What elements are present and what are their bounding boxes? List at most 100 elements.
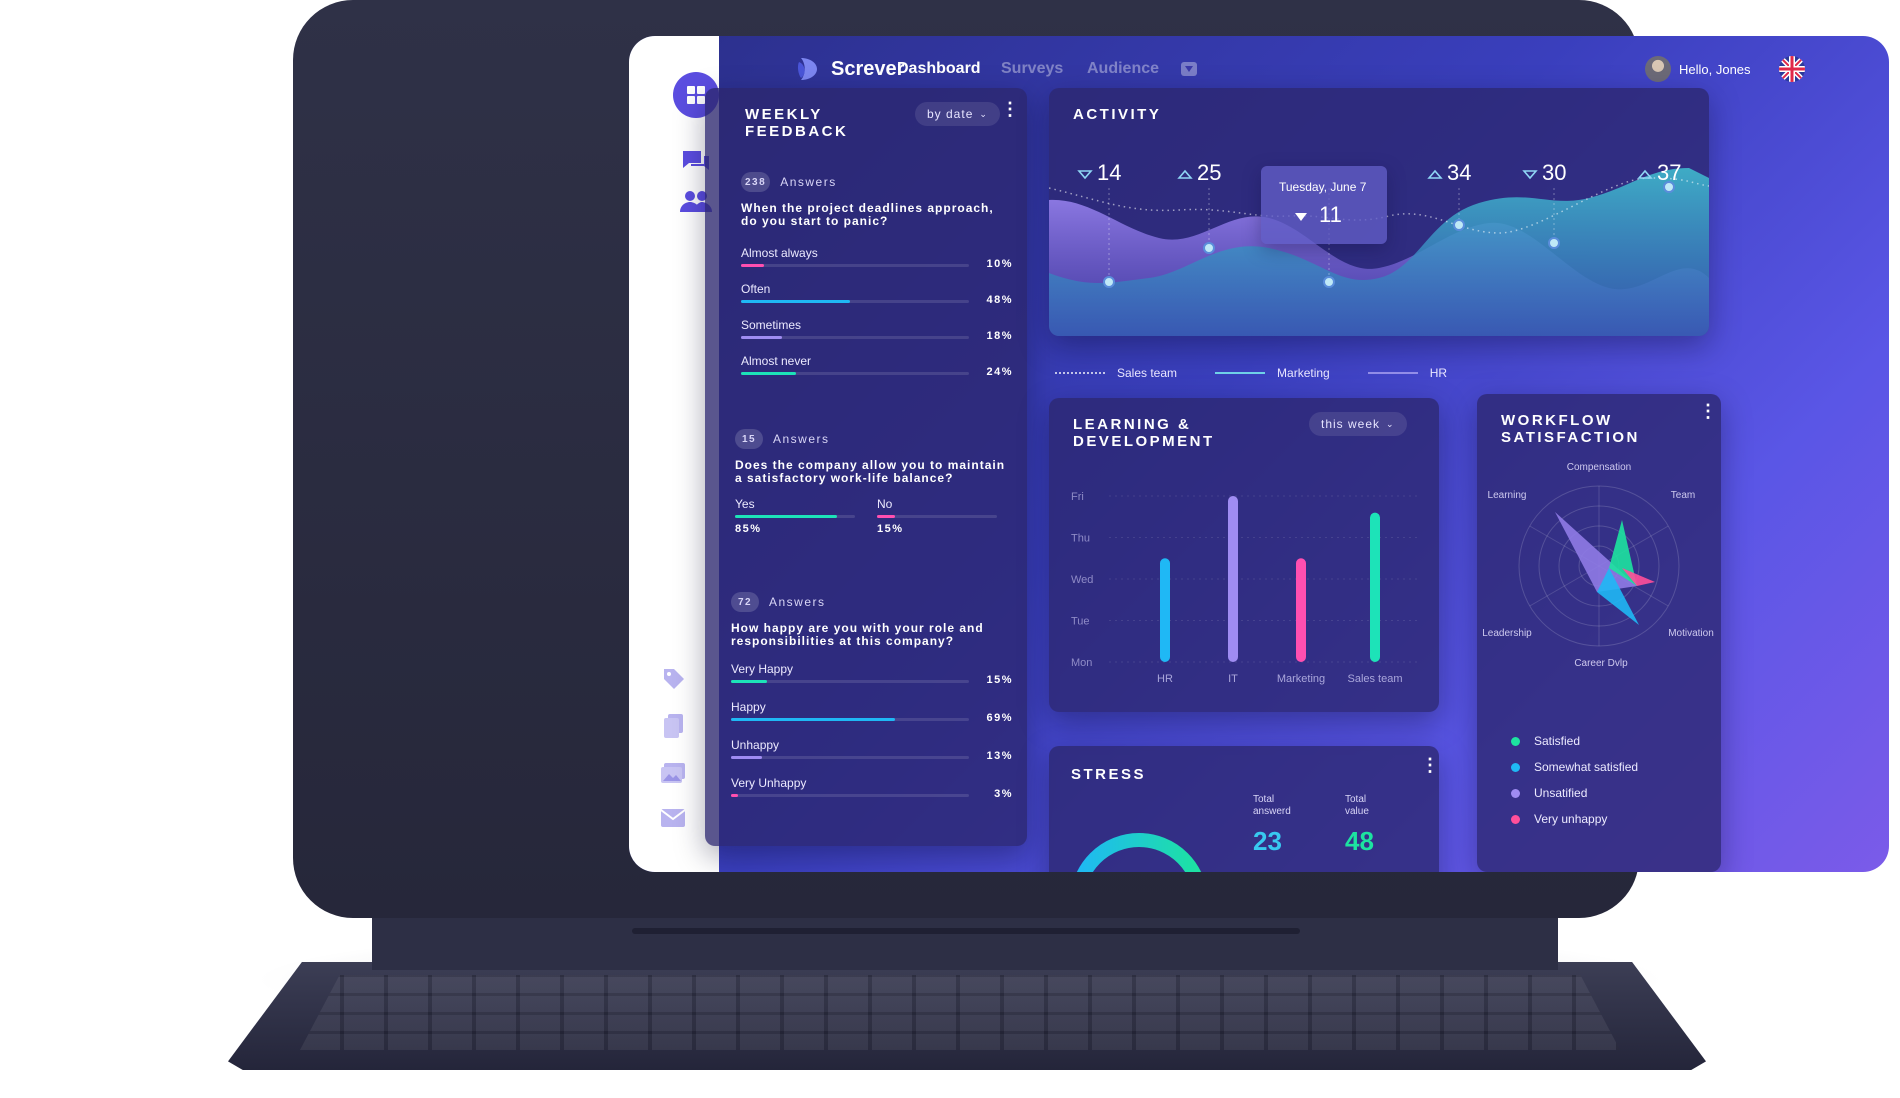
option-sometimes: Sometimes 18% [741,318,1013,348]
users-icon[interactable] [677,186,715,216]
activity-dot [1203,242,1215,254]
document-icon[interactable] [661,712,687,740]
activity-dot [1103,276,1115,288]
arrow-up-icon [1177,169,1193,179]
option-percent: 15% [986,674,1013,686]
option-percent: 13% [986,750,1013,762]
satisfied-area [1609,520,1637,586]
option-track [731,718,969,721]
x-tick-label: Sales team [1347,673,1402,685]
tag-icon[interactable] [661,666,687,692]
uk-flag-icon[interactable] [1779,56,1805,82]
option-often: Often 48% [741,282,1013,312]
more-options-icon[interactable]: ⋮ [1001,99,1019,119]
legend-label: Satisfied [1534,734,1581,748]
q2-header: 15 Answers [735,429,830,449]
more-options-icon[interactable]: ⋮ [1699,401,1717,421]
option-fill [731,794,739,797]
workflow-legend-item: Unsatified [1511,780,1638,806]
bar-hr[interactable] [1160,558,1170,662]
option-track [741,264,969,267]
legend-dot [1511,788,1520,798]
avatar [1645,56,1671,82]
q2-question: Does the company allow you to maintain a… [735,458,1006,485]
bar-sales-team[interactable] [1370,512,1380,662]
activity-point[interactable]: 14 [1077,160,1121,288]
activity-point[interactable]: 30 [1522,160,1566,249]
user-menu[interactable]: Hello, Jones [1645,56,1751,82]
workflow-radar: Compensation Team Motivation Career Dvlp Lea… [1482,462,1714,669]
week-filter-dropdown[interactable]: this week ⌄ [1309,412,1407,436]
option-fill [741,264,764,267]
radar-label: Learning [1488,490,1527,501]
activity-point[interactable]: 25 [1177,160,1221,254]
total-answered-label: Total answerd [1253,794,1291,817]
tooltip-arrow-down-icon [1295,210,1307,221]
option-track [741,336,969,339]
activity-value: 25 [1197,160,1221,185]
legend-label: Very unhappy [1534,812,1608,826]
bar-it[interactable] [1228,496,1238,662]
q1-question: When the project deadlines approach, do … [741,201,994,228]
option-almost-always: Almost always 10% [741,246,1013,276]
stress-ring [1076,833,1202,872]
radar-label: Career Dvlp [1574,658,1628,669]
learning-card: LEARNING & DEVELOPMENT this week ⌄ Fri Th… [1049,398,1439,712]
option-very-unhappy: Very Unhappy 3% [731,776,1013,806]
keyboard-hinge [372,908,1558,970]
tab-surveys[interactable]: Surveys [1001,60,1064,77]
option-percent: 48% [986,294,1013,306]
option-fill [731,756,762,759]
activity-title: ACTIVITY [1073,106,1162,123]
gallery-icon[interactable] [659,760,687,786]
arrow-down-icon [1077,170,1093,180]
option-track [741,300,969,303]
option-label: Yes [735,497,755,511]
very-unhappy-area [1622,568,1655,586]
radar-label: Motivation [1668,628,1714,639]
legend-sales-swatch [1055,372,1105,374]
option-fill [741,336,783,339]
tooltip-date: Tuesday, June 7 [1279,180,1367,194]
radar-axis [1598,525,1669,567]
option-label: Often [741,282,771,296]
option-fill [741,300,851,303]
option-percent: 69% [986,712,1013,724]
legend-marketing-label: Marketing [1277,366,1330,380]
more-dropdown-icon[interactable] [1181,62,1197,76]
chevron-down-icon: ⌄ [979,108,988,119]
activity-dot [1663,181,1675,193]
q1-answer-count: 238 [741,172,771,192]
arrow-up-icon [1637,169,1653,179]
date-filter-dropdown[interactable]: by date ⌄ [915,102,1000,126]
option-track [731,680,969,683]
chat-icon[interactable] [679,146,713,176]
option-track [735,515,855,518]
tab-audience[interactable]: Audience [1087,60,1160,77]
option-yes: Yes 85% [735,497,855,535]
weekly-feedback-card: WEEKLY FEEDBACK by date ⌄ ⋮ 238 Answers … [705,88,1027,846]
q2-answers-label: Answers [773,432,830,446]
learning-title: LEARNING & DEVELOPMENT [1073,416,1215,450]
hinge-line [632,928,1300,934]
activity-point[interactable]: 37 [1637,160,1681,193]
app-logo[interactable]: Screver [795,56,904,82]
more-options-icon[interactable]: ⋮ [1421,755,1439,775]
activity-point[interactable]: 34 [1427,160,1471,231]
bar-marketing[interactable] [1296,558,1306,662]
radar-label: Team [1671,490,1695,501]
week-filter-label: this week [1321,417,1381,431]
option-label: Almost never [741,354,812,368]
option-track [731,794,969,797]
activity-points: 14 25 34 30 37 [1077,160,1681,288]
activity-value: 34 [1447,160,1471,185]
activity-dot [1453,219,1465,231]
mail-icon[interactable] [659,806,687,830]
tab-dashboard[interactable]: Dashboard [897,60,981,77]
activity-dot [1548,237,1560,249]
legend-sales-label: Sales team [1117,366,1178,380]
radar-ring [1558,525,1640,607]
stress-card: STRESS ⋮ Total answerd Total value 23 48 [1049,746,1439,872]
radar-label: Compensation [1567,462,1631,473]
x-tick-label: HR [1157,673,1173,685]
